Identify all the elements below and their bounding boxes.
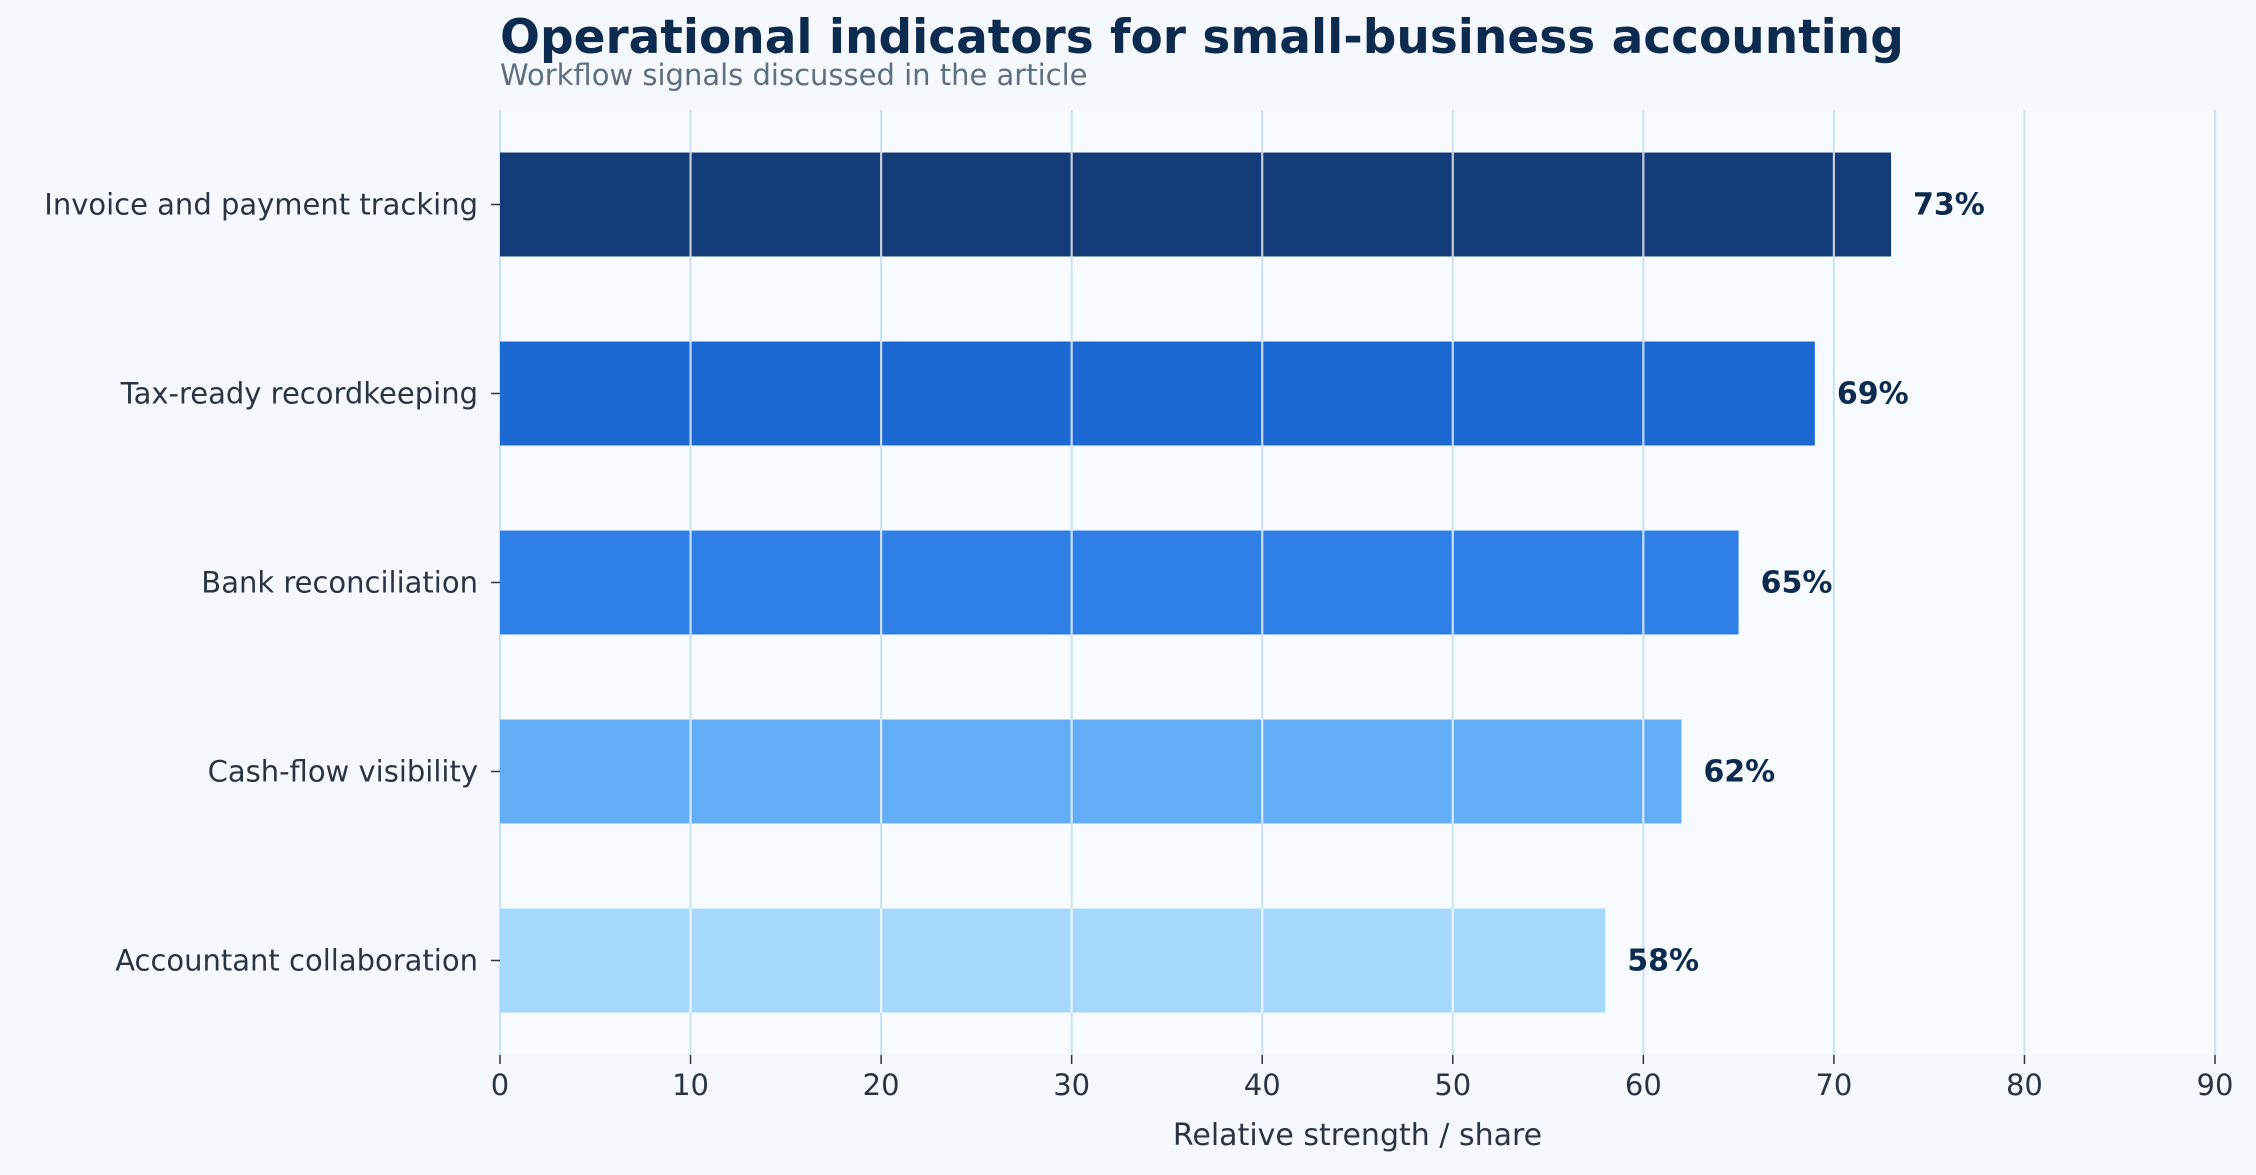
x-tick-label-40: 40	[1244, 1068, 1281, 1102]
bar-3	[500, 530, 1739, 635]
value-axis: 0 10 20 30 40 50 60 70 80 90	[491, 1055, 2234, 1102]
x-tick-label-80: 80	[2006, 1068, 2043, 1102]
value-labels: 73% 69% 65% 62% 58%	[1627, 188, 1985, 979]
category-axis: Invoice and payment tracking Tax-ready re…	[44, 188, 500, 978]
x-tick-label-70: 70	[1815, 1068, 1852, 1102]
category-label-1: Invoice and payment tracking	[44, 188, 478, 222]
x-tick-label-0: 0	[491, 1068, 509, 1102]
bar-2	[500, 341, 1815, 446]
x-axis-label: Relative strength / share	[1173, 1118, 1542, 1153]
x-tick-label-10: 10	[672, 1068, 709, 1102]
bar-1	[500, 152, 1892, 257]
bar-5	[500, 908, 1606, 1013]
x-tick-label-90: 90	[2197, 1068, 2234, 1102]
chart-title: Operational indicators for small-busines…	[500, 10, 1904, 65]
category-label-5: Accountant collaboration	[115, 944, 478, 978]
bar-4	[500, 719, 1682, 824]
chart-subtitle: Workflow signals discussed in the articl…	[500, 58, 1088, 92]
value-label-1: 73%	[1913, 188, 1985, 223]
value-label-2: 69%	[1837, 377, 1909, 412]
x-tick-label-60: 60	[1625, 1068, 1662, 1102]
x-tick-label-30: 30	[1053, 1068, 1090, 1102]
category-label-4: Cash-flow visibility	[208, 755, 478, 789]
x-tick-label-20: 20	[863, 1068, 900, 1102]
x-tick-label-50: 50	[1434, 1068, 1471, 1102]
category-label-3: Bank reconciliation	[201, 566, 478, 600]
value-label-4: 62%	[1703, 755, 1775, 790]
value-label-5: 58%	[1627, 944, 1699, 979]
category-label-2: Tax-ready recordkeeping	[120, 377, 478, 411]
bar-overlay-gridlines	[689, 152, 1835, 1013]
value-label-3: 65%	[1761, 566, 1833, 601]
bars	[500, 152, 1892, 1013]
